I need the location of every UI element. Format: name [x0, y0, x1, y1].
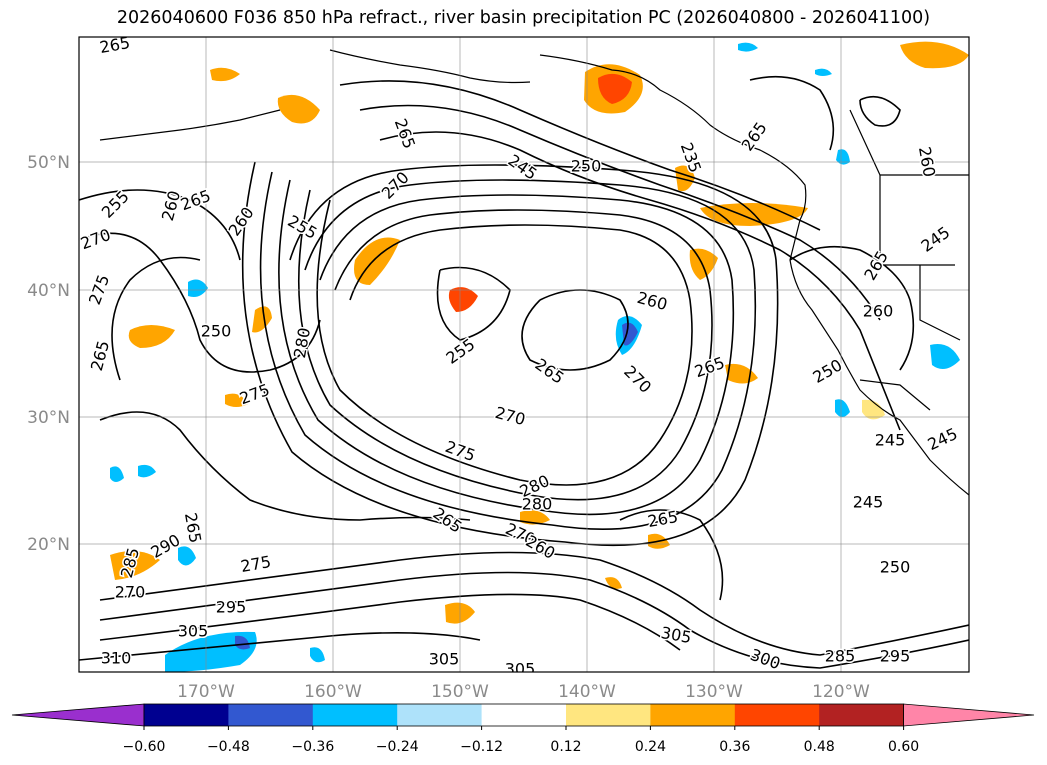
shade-patch — [128, 325, 175, 348]
shade-patch — [252, 306, 272, 333]
longitude-labels: 170°W 160°W 150°W 140°W 130°W 120°W — [177, 682, 870, 702]
shade-patch — [235, 635, 250, 650]
lon-label: 160°W — [304, 682, 362, 702]
shade-patch — [836, 149, 850, 165]
contour-label: 305 — [659, 623, 692, 647]
shade-patch — [188, 279, 208, 297]
lon-label: 120°W — [812, 682, 870, 702]
colorbar-bin — [481, 704, 567, 726]
contour-label: 310 — [101, 649, 132, 668]
colorbar-extend-high — [903, 703, 1035, 727]
lat-label: 50°N — [27, 153, 70, 173]
lon-label: 140°W — [558, 682, 616, 702]
colorbar — [11, 703, 1035, 727]
colorbar-bin — [397, 704, 483, 726]
contour-label: 285 — [825, 647, 856, 666]
colorbar-tick-label: −0.60 — [123, 739, 166, 755]
latitude-labels: 50°N 40°N 30°N 20°N — [27, 153, 70, 555]
colorbar-tick-label: 0.12 — [550, 739, 581, 755]
shade-patch — [675, 165, 695, 192]
shade-patch — [835, 399, 850, 417]
lon-label: 150°W — [431, 682, 489, 702]
contour-label: 280 — [522, 495, 553, 514]
colorbar-bin — [312, 704, 398, 726]
colorbar-tick-label: 0.60 — [888, 739, 919, 755]
colorbar-tick-label: −0.12 — [460, 739, 503, 755]
shade-patch — [622, 322, 638, 346]
shade-patch — [138, 464, 156, 478]
colorbar-tick-label: 0.48 — [804, 739, 835, 755]
lat-label: 30°N — [27, 408, 70, 428]
contour-label: 250 — [201, 322, 232, 341]
contour-label: 295 — [216, 598, 247, 617]
contour-label: 245 — [853, 493, 884, 512]
shade-patch — [354, 237, 400, 285]
colorbar-tick-label: −0.36 — [291, 739, 334, 755]
contour-label: 250 — [880, 558, 911, 577]
contour-label: 305 — [505, 660, 536, 679]
shade-patch — [310, 647, 325, 663]
colorbar-bin — [228, 704, 314, 726]
shade-patch — [448, 287, 478, 312]
shade-patch — [110, 466, 124, 482]
shade-patch — [178, 546, 196, 566]
contour-label: 250 — [571, 157, 602, 176]
shade-patch — [598, 73, 632, 104]
map-title: 2026040600 F036 850 hPa refract., river … — [116, 8, 931, 28]
colorbar-bin — [566, 704, 651, 726]
contour-label: 245 — [875, 431, 906, 450]
shade-patch — [165, 631, 257, 672]
lat-label: 20°N — [27, 535, 70, 555]
contour-label: 270 — [115, 583, 146, 602]
colorbar-bin — [650, 704, 736, 726]
colorbar-bin — [819, 704, 905, 726]
colorbar-tick-label: 0.36 — [719, 739, 750, 755]
colorbar-tick-label: −0.24 — [376, 739, 419, 755]
contour-label: 305 — [429, 650, 460, 669]
colorbar-bin — [144, 704, 229, 726]
shade-patch — [277, 94, 320, 124]
shade-patch — [225, 393, 248, 407]
colorbar-tick-label: −0.48 — [207, 739, 250, 755]
shade-patch — [815, 68, 832, 76]
contour-label: 260 — [863, 302, 894, 321]
shade-patch — [520, 510, 550, 525]
contour-label: 295 — [880, 647, 911, 666]
lat-label: 40°N — [27, 281, 70, 301]
colorbar-extend-low — [11, 703, 145, 727]
shade-patch — [605, 577, 622, 589]
shade-patch — [210, 67, 240, 82]
refractivity-contours — [79, 75, 969, 669]
shade-patch — [110, 551, 160, 580]
lon-label: 130°W — [685, 682, 743, 702]
colorbar-tick-labels: −0.60 −0.48 −0.36 −0.24 −0.12 0.12 0.24 0.36 0.4… — [123, 726, 919, 755]
graticule — [79, 37, 969, 672]
contour-label: 305 — [178, 622, 209, 641]
colorbar-bin — [734, 704, 820, 726]
precip-shading — [110, 41, 969, 672]
shade-patch — [738, 42, 758, 52]
lon-label: 170°W — [177, 682, 235, 702]
shade-patch — [689, 248, 718, 280]
shade-patch — [862, 399, 885, 420]
shade-patch — [900, 41, 969, 69]
colorbar-tick-label: 0.24 — [635, 739, 666, 755]
colorbar-frame — [143, 703, 904, 727]
shade-patch — [930, 344, 960, 369]
map-frame — [78, 36, 970, 673]
